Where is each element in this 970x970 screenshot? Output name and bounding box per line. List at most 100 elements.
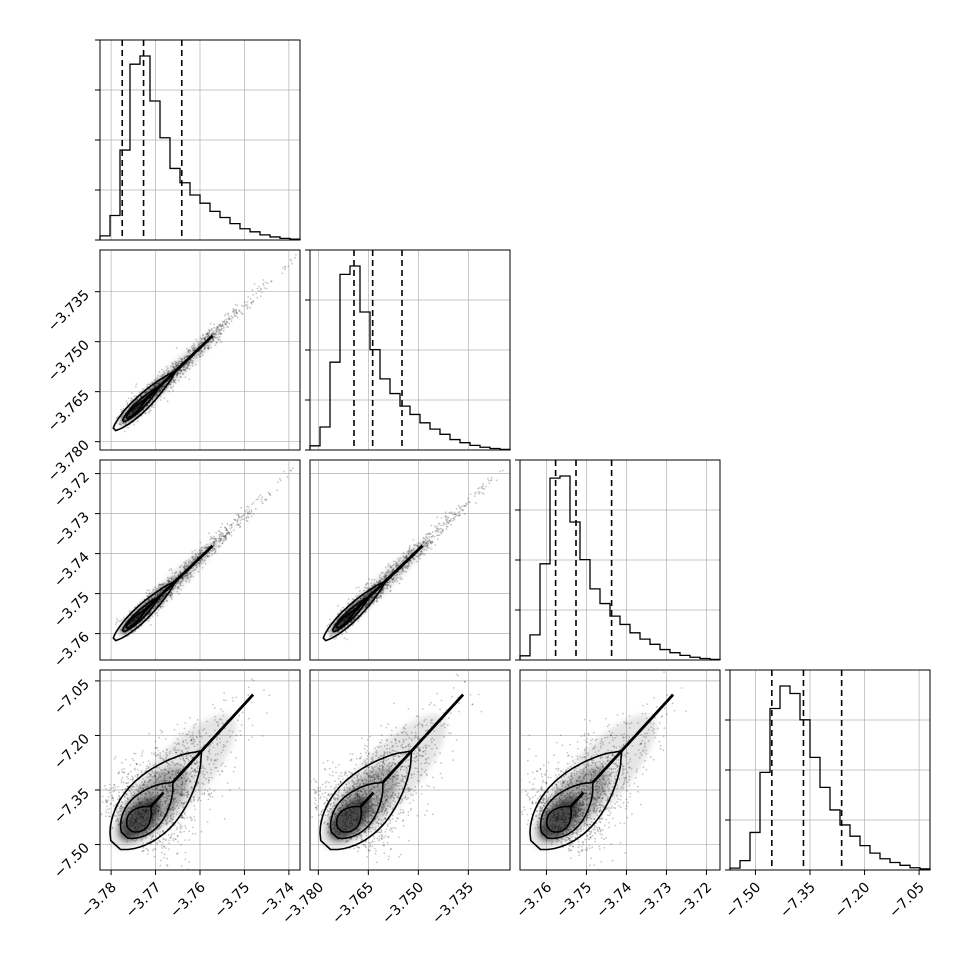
scatter-point bbox=[144, 412, 147, 415]
scatter-point bbox=[238, 523, 241, 526]
scatter-point bbox=[449, 518, 452, 520]
scatter-point bbox=[262, 284, 265, 287]
scatter-point bbox=[165, 599, 168, 602]
scatter-point bbox=[125, 400, 128, 402]
scatter-point bbox=[465, 503, 468, 506]
scatter-point bbox=[219, 331, 222, 334]
scatter-point bbox=[158, 371, 161, 373]
scatter-point bbox=[237, 514, 240, 517]
scatter-2-1-body bbox=[311, 461, 510, 660]
scatter-point bbox=[366, 582, 369, 585]
scatter-point bbox=[392, 560, 395, 563]
scatter-point bbox=[257, 285, 260, 288]
scatter-point bbox=[221, 327, 224, 330]
scatter-point bbox=[172, 385, 175, 387]
scatter-point bbox=[148, 383, 150, 386]
scatter-point bbox=[221, 542, 224, 545]
scatter-point bbox=[358, 586, 360, 589]
scatter-point bbox=[230, 531, 233, 533]
scatter-point bbox=[265, 498, 268, 501]
scatter-point bbox=[258, 289, 261, 292]
scatter-point bbox=[146, 848, 149, 851]
scatter-point bbox=[101, 813, 103, 815]
scatter-point bbox=[269, 494, 272, 496]
scatter-point bbox=[158, 583, 161, 586]
scatter-point bbox=[168, 569, 171, 572]
scatter-point bbox=[184, 722, 187, 724]
scatter-point bbox=[205, 333, 207, 336]
scatter-point bbox=[147, 595, 149, 597]
scatter-point bbox=[243, 518, 245, 521]
scatter-point bbox=[242, 514, 245, 516]
scatter-point bbox=[429, 542, 431, 544]
scatter-point bbox=[172, 389, 174, 392]
scatter-point bbox=[225, 536, 228, 539]
scatter-point bbox=[461, 508, 463, 511]
scatter-point bbox=[123, 430, 126, 433]
scatter-point bbox=[236, 519, 239, 522]
scatter-point bbox=[241, 312, 244, 315]
scatter-point bbox=[297, 461, 299, 462]
scatter-point bbox=[436, 516, 439, 519]
scatter-point bbox=[162, 837, 165, 840]
scatter-point bbox=[141, 750, 144, 752]
scatter-point bbox=[157, 585, 160, 587]
scatter-point bbox=[260, 291, 263, 294]
scatter-point bbox=[251, 301, 253, 304]
scatter-point bbox=[147, 620, 150, 622]
scatter-point bbox=[227, 326, 230, 328]
scatter-point bbox=[303, 244, 305, 246]
scatter-point bbox=[480, 486, 483, 488]
scatter-point bbox=[214, 344, 217, 347]
scatter-point bbox=[477, 487, 479, 490]
scatter-point bbox=[423, 553, 426, 556]
scatter-point bbox=[194, 819, 196, 822]
scatter-point bbox=[225, 539, 228, 541]
scatter-point bbox=[223, 538, 226, 541]
scatter-point bbox=[238, 309, 241, 312]
scatter-point bbox=[170, 567, 172, 570]
scatter-point bbox=[121, 761, 123, 764]
scatter-point bbox=[467, 501, 469, 504]
scatter-point bbox=[135, 386, 137, 388]
scatter-point bbox=[191, 365, 194, 367]
scatter-point bbox=[434, 544, 437, 546]
scatter-point bbox=[197, 798, 200, 800]
scatter-point bbox=[162, 830, 165, 832]
scatter-point bbox=[152, 589, 154, 591]
scatter-point bbox=[213, 789, 216, 792]
scatter-point bbox=[148, 617, 151, 620]
scatter-point bbox=[358, 590, 361, 592]
scatter-point bbox=[247, 296, 250, 298]
scatter-point bbox=[208, 329, 211, 332]
scatter-point bbox=[184, 376, 187, 378]
scatter-point bbox=[448, 511, 451, 514]
scatter-point bbox=[239, 522, 242, 525]
scatter-point bbox=[227, 318, 230, 321]
scatter-point bbox=[365, 611, 367, 613]
scatter-point bbox=[101, 813, 102, 816]
scatter-point bbox=[247, 739, 250, 741]
scatter-point bbox=[125, 793, 127, 796]
scatter-point bbox=[186, 816, 189, 819]
scatter-point bbox=[230, 526, 233, 529]
scatter-point bbox=[234, 315, 236, 318]
scatter-point bbox=[206, 332, 209, 335]
scatter-point bbox=[253, 283, 256, 285]
scatter-point bbox=[159, 584, 162, 586]
scatter-point bbox=[261, 502, 264, 505]
scatter-point bbox=[342, 606, 344, 609]
scatter-point bbox=[160, 859, 162, 862]
scatter-point bbox=[121, 788, 124, 791]
scatter-point bbox=[442, 522, 445, 524]
scatter-point bbox=[397, 557, 400, 560]
hist-panel-1 bbox=[305, 249, 511, 451]
scatter-point bbox=[266, 712, 268, 714]
scatter-point bbox=[108, 807, 111, 810]
scatter-point bbox=[131, 392, 133, 394]
scatter-point bbox=[159, 399, 162, 401]
scatter-point bbox=[236, 304, 239, 307]
scatter-point bbox=[335, 636, 338, 639]
scatter-point bbox=[220, 526, 222, 529]
scatter-point bbox=[225, 527, 228, 530]
